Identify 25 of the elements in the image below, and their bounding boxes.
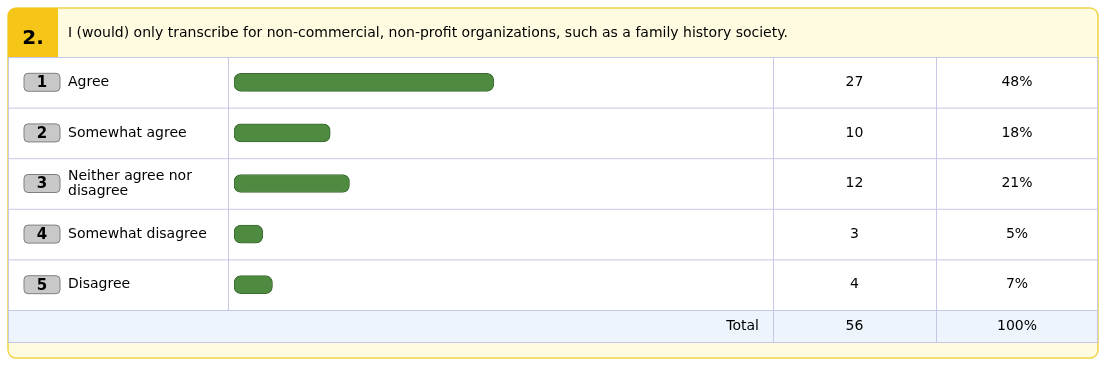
text: Total: [725, 316, 759, 333]
text: 7%: [1005, 275, 1029, 292]
data-label: 4: [850, 275, 860, 292]
text: 56: [845, 316, 864, 333]
y-tick-label: Disagree: [68, 275, 131, 292]
text: 5: [36, 275, 48, 294]
data-label: 10: [845, 123, 864, 140]
text: 2.: [22, 25, 44, 50]
text: 18%: [1001, 123, 1033, 140]
y-tick-label: Agree: [68, 72, 110, 89]
chart-title: I (would) only transcribe for non-commercial, non-profit organizations, such as a family history society.: [68, 23, 788, 40]
data-label: 27: [845, 72, 864, 89]
text: 4: [36, 224, 48, 243]
text: 48%: [1001, 72, 1033, 89]
data-label: 3: [850, 224, 859, 241]
text: 5%: [1005, 224, 1029, 241]
text: 3: [36, 174, 48, 193]
y-tick-label: Somewhat disagree: [68, 224, 207, 241]
text: 100%: [996, 316, 1038, 333]
text: 2: [36, 123, 48, 142]
y-tick-label: Neither agree nor disagree: [68, 166, 193, 198]
text: 21%: [1001, 174, 1033, 191]
text: 1: [36, 73, 48, 92]
data-label: 12: [845, 174, 864, 191]
y-tick-label: Somewhat agree: [68, 123, 187, 140]
